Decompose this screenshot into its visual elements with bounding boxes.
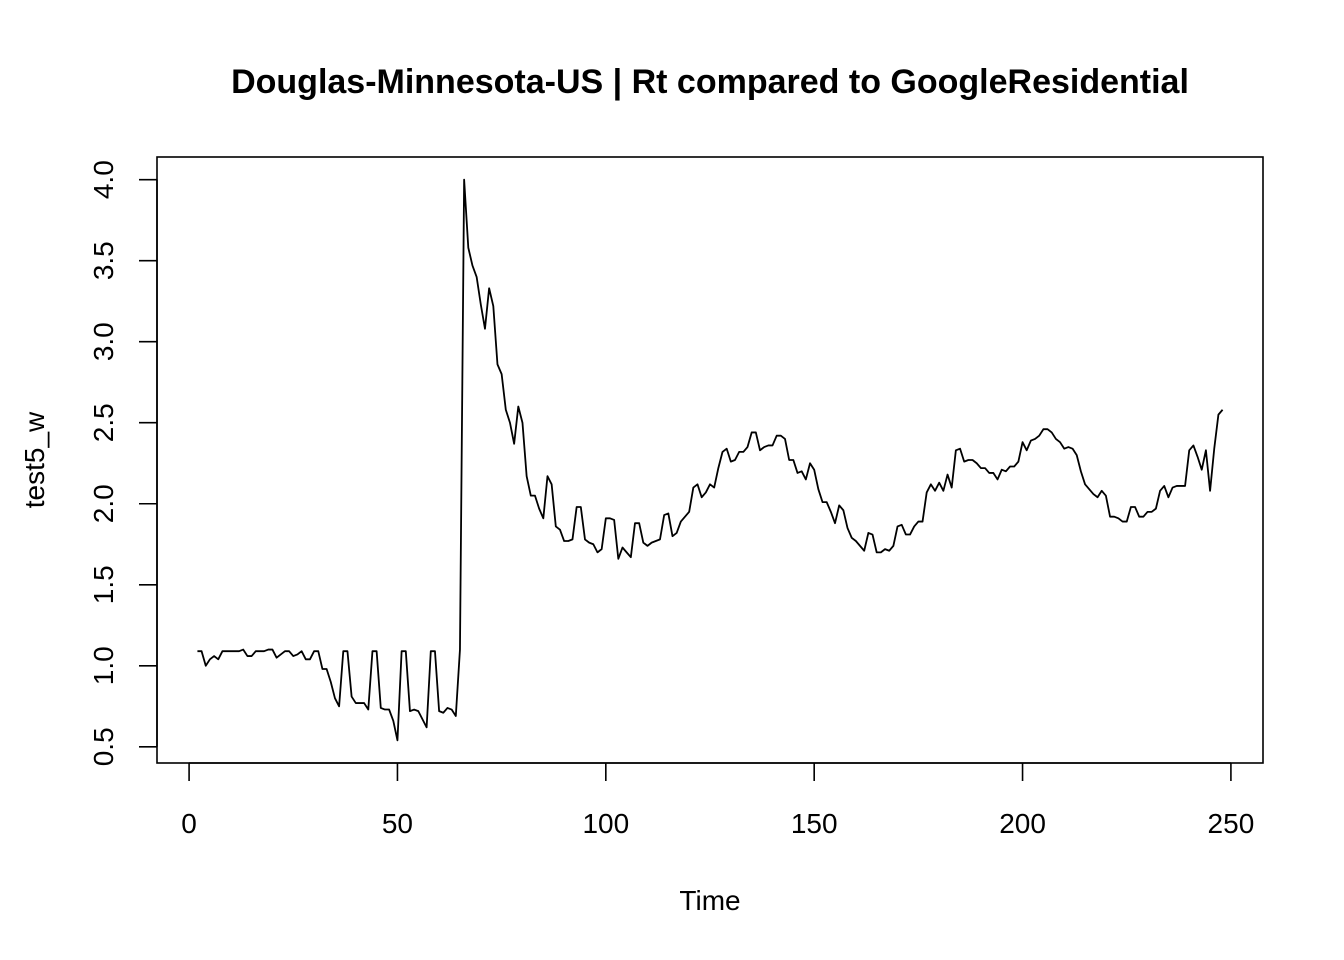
series-layer [197,178,1224,742]
y-tick-label: 1.0 [88,646,119,685]
y-tick-label: 0.5 [88,727,119,766]
x-tick-label: 100 [582,808,629,839]
x-axis-label: Time [679,885,740,916]
y-tick-label: 2.5 [88,403,119,442]
x-tick-label: 250 [1208,808,1255,839]
y-tick-label: 4.0 [88,160,119,199]
chart-title: Douglas-Minnesota-US | Rt compared to Go… [231,63,1189,101]
x-tick-label: 50 [382,808,413,839]
x-tick-label: 0 [181,808,197,839]
x-tick-label: 200 [999,808,1046,839]
y-tick-label: 3.0 [88,322,119,361]
x-tick-label: 150 [791,808,838,839]
y-tick-label: 2.0 [88,484,119,523]
y-tick-label: 3.5 [88,241,119,280]
x-axis: 0 50 100 150 200 250 [181,762,1255,839]
y-axis: 0.5 1.0 1.5 2.0 2.5 3.0 3.5 4.0 [88,160,158,766]
y-axis-label: test5_w [19,411,50,508]
y-tick-label: 1.5 [88,565,119,604]
series-line [197,178,1224,742]
plot-frame [156,156,1264,764]
